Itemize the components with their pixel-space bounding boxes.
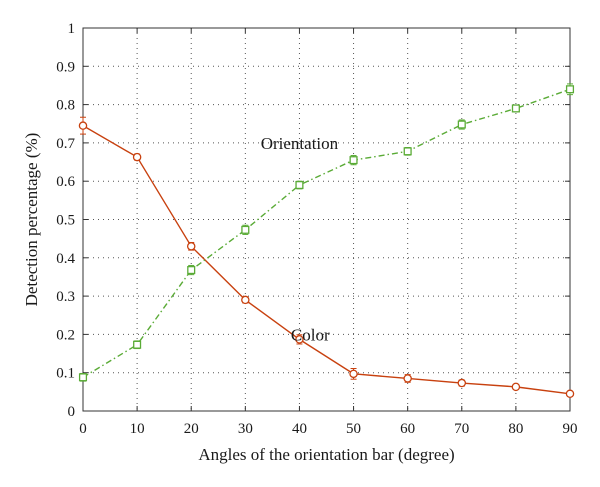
x-tick-label: 30 — [238, 421, 253, 437]
data-point-orientation — [349, 156, 358, 165]
annotation-color: Color — [291, 325, 330, 344]
data-point-color — [186, 242, 196, 251]
data-point-orientation — [295, 180, 304, 190]
x-tick-label: 80 — [508, 421, 523, 437]
axis-ticks — [82, 27, 571, 412]
x-tick-label: 0 — [79, 421, 87, 437]
y-tick-label: 0.9 — [56, 59, 75, 75]
annotation-orientation: Orientation — [261, 134, 339, 153]
plot-area-frame — [82, 27, 571, 412]
y-tick-label: 0.8 — [56, 98, 75, 114]
data-point-orientation — [511, 104, 520, 113]
y-tick-label: 0.5 — [56, 213, 75, 229]
data-point-color — [565, 389, 575, 399]
x-tick-label: 70 — [454, 421, 469, 437]
y-axis-title: Detection percentage (%) — [22, 133, 41, 307]
series-line-orientation — [82, 88, 571, 378]
data-point-orientation — [187, 266, 196, 275]
y-tick-label: 0.6 — [56, 174, 75, 190]
y-tick-label: 0.4 — [56, 251, 75, 267]
grid-lines — [83, 28, 570, 411]
data-point-color — [511, 382, 521, 392]
y-tick-label: 0.1 — [56, 366, 75, 382]
data-point-color — [349, 369, 358, 379]
x-tick-label: 90 — [563, 421, 578, 437]
y-tick-label: 1 — [68, 21, 76, 37]
x-tick-label: 60 — [400, 421, 415, 437]
data-point-color — [295, 335, 304, 344]
data-point-color — [241, 295, 250, 305]
data-point-orientation — [457, 120, 466, 129]
x-tick-label: 40 — [292, 421, 307, 437]
tick-labels: 0 10 20 30 40 50 60 70 80 90 0 0.1 0.2 0.3 0.4 0.5 0.6 0.… — [56, 21, 577, 437]
y-tick-label: 0.3 — [56, 289, 75, 305]
series-annotations: Orientation Color — [261, 134, 339, 345]
series-orientation — [78, 83, 575, 382]
data-point-orientation — [78, 373, 88, 382]
series-line-color — [82, 125, 571, 395]
x-tick-label: 20 — [184, 421, 199, 437]
x-axis-title: Angles of the orientation bar (degree) — [198, 445, 454, 464]
series-color — [78, 116, 575, 399]
data-series — [78, 83, 575, 399]
y-tick-label: 0 — [68, 404, 76, 420]
data-point-orientation — [133, 340, 142, 349]
y-tick-label: 0.2 — [56, 327, 75, 343]
data-point-orientation — [241, 225, 250, 234]
x-tick-label: 10 — [130, 421, 145, 437]
data-point-color — [403, 374, 412, 383]
data-point-orientation — [403, 147, 412, 156]
data-point-color — [78, 121, 88, 130]
x-tick-label: 50 — [346, 421, 361, 437]
data-point-orientation — [565, 85, 575, 94]
data-point-color — [132, 152, 142, 162]
y-tick-label: 0.7 — [56, 136, 75, 152]
data-point-color — [457, 378, 467, 388]
